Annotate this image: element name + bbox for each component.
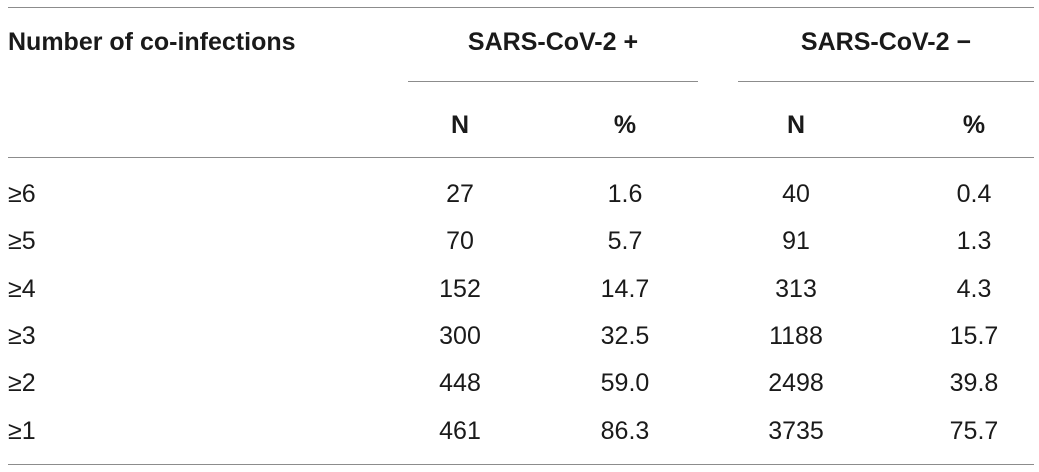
subheader-positive-n: N (450, 111, 470, 139)
negative-n-cell: 1188 (769, 322, 823, 350)
subheader-negative-n: N (786, 111, 806, 139)
positive-percent-cell: 32.5 (600, 322, 650, 350)
table-bottom-rule (8, 464, 1034, 465)
header-bottom-rule (8, 157, 1034, 158)
row-label: ≥6 (8, 180, 36, 208)
negative-n-cell: 40 (782, 180, 810, 208)
positive-percent-cell: 5.7 (607, 227, 643, 255)
negative-n-cell: 2498 (768, 369, 824, 397)
positive-n-cell: 152 (439, 275, 481, 303)
positive-n-cell: 461 (439, 417, 481, 445)
row-label: ≥3 (8, 322, 36, 350)
positive-n-cell: 448 (439, 369, 481, 397)
positive-percent-cell: 86.3 (600, 417, 650, 445)
negative-percent-cell: 75.7 (949, 417, 999, 445)
negative-percent-cell: 39.8 (949, 369, 999, 397)
negative-n-cell: 313 (775, 275, 817, 303)
positive-n-cell: 70 (446, 227, 474, 255)
group-rule-positive (408, 81, 698, 82)
row-label: ≥2 (8, 369, 36, 397)
negative-percent-cell: 0.4 (956, 180, 992, 208)
negative-percent-cell: 1.3 (956, 227, 992, 255)
row-label: ≥1 (8, 417, 36, 445)
negative-n-cell: 3735 (768, 417, 824, 445)
negative-percent-cell: 4.3 (956, 275, 992, 303)
group-header-positive: SARS-CoV-2 + (467, 28, 639, 56)
subheader-positive-percent: % (613, 111, 637, 139)
row-label: ≥5 (8, 227, 36, 255)
positive-percent-cell: 14.7 (600, 275, 650, 303)
positive-percent-cell: 1.6 (607, 180, 643, 208)
group-header-negative: SARS-CoV-2 − (800, 28, 972, 56)
table-top-rule (8, 7, 1034, 8)
positive-percent-cell: 59.0 (600, 369, 650, 397)
positive-n-cell: 27 (446, 180, 474, 208)
row-label: ≥4 (8, 275, 36, 303)
subheader-negative-percent: % (962, 111, 986, 139)
positive-n-cell: 300 (439, 322, 481, 350)
negative-n-cell: 91 (782, 227, 810, 255)
group-rule-negative (738, 81, 1034, 82)
row-label-header: Number of co-infections (8, 28, 296, 56)
negative-percent-cell: 15.7 (949, 322, 999, 350)
